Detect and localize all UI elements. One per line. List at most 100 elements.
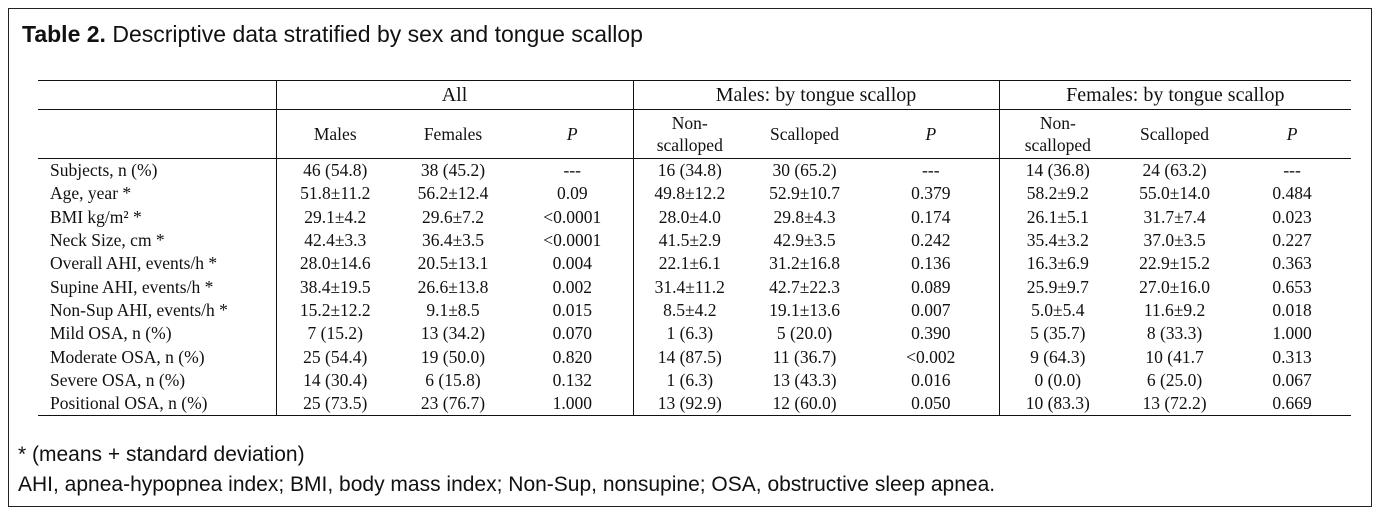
row-label: Age, year * xyxy=(38,182,277,206)
footnote-abbreviations: AHI, apnea-hypopnea index; BMI, body mas… xyxy=(18,473,996,496)
table-cell: 52.9±10.7 xyxy=(769,183,840,204)
table-cell: 6 (15.8) xyxy=(425,369,481,390)
table-cell: 29.1±4.2 xyxy=(304,206,367,227)
table-cell: 0.007 xyxy=(863,298,1000,323)
table-cell: 1.000 xyxy=(512,391,634,417)
table-cell: 42.7±22.3 xyxy=(769,276,840,297)
table-cell: 1.000 xyxy=(1272,323,1312,344)
table-cell: 8 (33.3) xyxy=(1146,323,1203,344)
table-cell: 26.1±5.1 xyxy=(1026,206,1089,227)
table-cell: 38.4±19.5 xyxy=(299,276,371,297)
row-label: Positional OSA, n (%) xyxy=(38,391,277,417)
table-cell: 14 (36.8) xyxy=(1025,160,1090,181)
table-cell: 19.1±13.6 xyxy=(769,299,840,320)
group-header-row: All Males: by tongue scallop Females: by… xyxy=(38,80,1352,110)
table-cell: 11 (36.7) xyxy=(772,346,837,367)
table-cell: 0.227 xyxy=(1272,230,1312,251)
table-cell: 0.002 xyxy=(512,275,634,299)
footnote-means: * (means + standard deviation) xyxy=(18,443,305,466)
table-cell: 35.4±3.2 xyxy=(1026,230,1089,251)
table-cell: <0.0001 xyxy=(512,228,634,253)
table-cell: 13 (72.2) xyxy=(1116,391,1234,417)
table-cell: 38 (45.2) xyxy=(420,160,486,181)
table-cell: 27.0±16.0 xyxy=(1139,276,1210,297)
sub-header-row: Males Females P Non- scalloped Scalloped P Non… xyxy=(38,109,1352,159)
table-cell: 26.6±13.8 xyxy=(417,276,489,297)
table-cell: 0.018 xyxy=(1272,299,1312,320)
table-row: Overall AHI, events/h * 28.0±14.6 20.5±13.… xyxy=(38,252,1351,276)
table-cell: 22.1±6.1 xyxy=(658,253,721,274)
table-cell: 8.5±4.2 xyxy=(663,299,717,320)
table-cell: 10 (41.7 xyxy=(1145,346,1204,367)
group-header-males: Males: by tongue scallop xyxy=(633,80,1000,110)
table-cell: 9 (64.3) xyxy=(1030,346,1086,367)
table-cell: 1 (6.3) xyxy=(666,323,714,344)
group-header-all: All xyxy=(276,80,634,110)
table-cell: 36.4±3.5 xyxy=(421,230,485,251)
table-number: Table 2. xyxy=(22,21,106,47)
table-cell: 0.174 xyxy=(863,205,1000,229)
table-cell: 49.8±12.2 xyxy=(654,183,726,204)
row-label: Neck Size, cm * xyxy=(38,228,277,253)
table-cell: 29.6±7.2 xyxy=(421,206,485,227)
table-row: Supine AHI, events/h * 38.4±19.5 26.6±13.8… xyxy=(38,275,1351,299)
table-cell: 31.4±11.2 xyxy=(654,276,725,297)
table-cell: 0.363 xyxy=(1272,253,1312,274)
table-cell: 22.9±15.2 xyxy=(1139,253,1210,274)
stub-subheader xyxy=(38,109,277,159)
table-cell: 10 (83.3) xyxy=(999,391,1117,417)
table-row: Moderate OSA, n (%) 25 (54.4) 19 (50.0) 0.8… xyxy=(38,345,1351,369)
row-label: Overall AHI, events/h * xyxy=(38,252,277,276)
table-cell: 37.0±3.5 xyxy=(1143,230,1206,251)
table-cell: 0.313 xyxy=(1272,346,1312,367)
row-label: Mild OSA, n (%) xyxy=(38,322,277,346)
table-cell: 24 (63.2) xyxy=(1142,160,1207,181)
table-cell: 25.9±9.7 xyxy=(1026,276,1089,297)
table-cell: 20.5±13.1 xyxy=(417,253,489,274)
column-header: Females xyxy=(394,109,512,159)
row-label: Supine AHI, events/h * xyxy=(38,275,277,299)
column-header: P xyxy=(512,109,634,159)
column-header: P xyxy=(863,109,1000,159)
table-cell: 25 (54.4) xyxy=(303,346,368,367)
column-header: Non- scalloped xyxy=(633,109,747,159)
column-header: Non- scalloped xyxy=(999,109,1117,159)
table-cell: 0 (0.0) xyxy=(1034,369,1082,390)
table-cell: --- xyxy=(512,158,634,183)
table-cell: 0.484 xyxy=(1272,183,1312,204)
table-cell: 0.016 xyxy=(863,368,1000,392)
table-cell: 23 (76.7) xyxy=(394,391,512,417)
table-cell: 19 (50.0) xyxy=(420,346,486,367)
table-title: Table 2. Descriptive data stratified by … xyxy=(22,21,643,48)
column-header: Males xyxy=(276,109,394,159)
stub-header xyxy=(38,80,277,110)
row-label: BMI kg/m² * xyxy=(38,205,277,229)
table-cell: 58.2±9.2 xyxy=(1026,183,1089,204)
table-cell: 55.0±14.0 xyxy=(1139,183,1210,204)
row-label: Moderate OSA, n (%) xyxy=(38,345,277,369)
table-cell: 0.820 xyxy=(512,345,634,369)
descriptive-table: All Males: by tongue scallop Females: by… xyxy=(38,80,1352,417)
table-cell: 31.2±16.8 xyxy=(769,253,840,274)
table-cell: 0.089 xyxy=(863,275,1000,299)
table-cell: 28.0±14.6 xyxy=(299,253,371,274)
table-row: Subjects, n (%) 46 (54.8) 38 (45.2) --- 16 (… xyxy=(38,158,1351,183)
table-caption: Descriptive data stratified by sex and t… xyxy=(112,21,643,47)
table-cell: 31.7±7.4 xyxy=(1143,206,1206,227)
table-row: Severe OSA, n (%) 14 (30.4) 6 (15.8) 0.132 1… xyxy=(38,368,1351,392)
table-cell: --- xyxy=(1283,160,1301,181)
table-cell: 14 (30.4) xyxy=(303,369,368,390)
table-cell: 15.2±12.2 xyxy=(299,299,371,320)
table-row: BMI kg/m² * 29.1±4.2 29.6±7.2 <0.0001 28.0±4… xyxy=(38,205,1351,229)
table-cell: 0.136 xyxy=(863,252,1000,276)
table-cell: 11.6±9.2 xyxy=(1143,299,1206,320)
table-cell: 5.0±5.4 xyxy=(1031,299,1085,320)
table-cell: 13 (34.2) xyxy=(420,323,486,344)
table-row: Neck Size, cm * 42.4±3.3 36.4±3.5 <0.0001 41… xyxy=(38,228,1351,253)
row-label: Subjects, n (%) xyxy=(38,158,277,183)
table-row: Non-Sup AHI, events/h * 15.2±12.2 9.1±8.5 0… xyxy=(38,298,1351,323)
table-cell: 25 (73.5) xyxy=(276,391,394,417)
table-cell: <0.0001 xyxy=(512,205,634,229)
column-header: Scalloped xyxy=(746,109,864,159)
group-header-females: Females: by tongue scallop xyxy=(999,80,1352,110)
